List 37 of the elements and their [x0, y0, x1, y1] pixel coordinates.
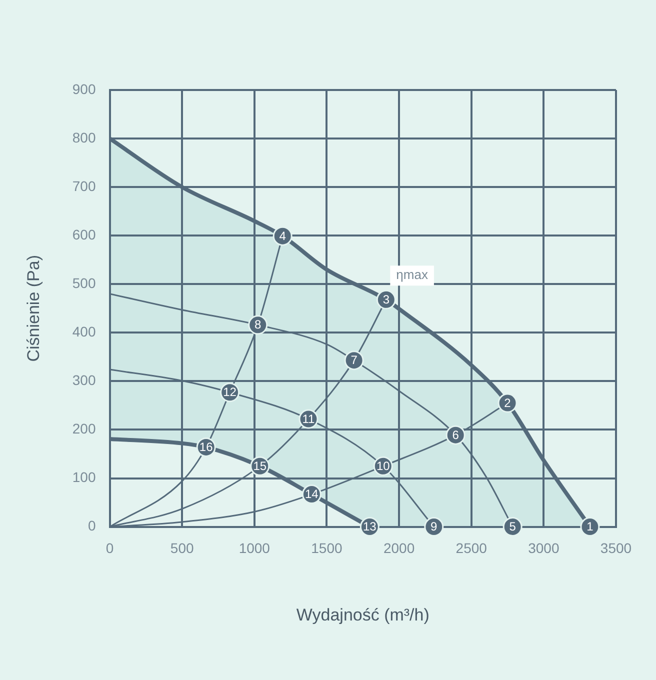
y-tick-label: 600	[72, 226, 96, 242]
x-axis-title: Wydajność (m³/h)	[296, 605, 430, 624]
x-tick-label: 3000	[528, 540, 560, 556]
annotation: 10	[376, 458, 390, 473]
annotation: 15	[253, 458, 267, 473]
y-tick-label: 0	[88, 518, 96, 534]
y-tick-label: 900	[72, 80, 96, 97]
y-tick-label: 200	[72, 420, 96, 437]
x-tick-label: 0	[106, 540, 114, 556]
annotation: 12	[223, 385, 237, 400]
annotation: ηmax	[396, 267, 428, 282]
x-tick-label: 500	[170, 540, 194, 556]
annotation: 11	[302, 412, 316, 426]
annotation: 9	[430, 520, 438, 534]
y-tick-label: 500	[72, 274, 96, 291]
annotation: 5	[509, 520, 516, 534]
x-tick-label: 2000	[383, 540, 415, 556]
annotation: 1	[586, 520, 594, 534]
x-tick-label: 3500	[600, 540, 632, 556]
y-tick-label: 100	[72, 469, 96, 486]
annotation: 4	[279, 228, 286, 243]
annotation: 6	[452, 428, 460, 442]
x-tick-label: 2500	[456, 540, 488, 556]
annotation: 14	[304, 487, 319, 502]
y-axis-title: Ciśnienie (Pa)	[24, 255, 43, 362]
annotation: 16	[199, 440, 214, 454]
y-tick-label: 300	[72, 372, 96, 388]
annotation: 7	[350, 353, 358, 368]
annotation: 8	[254, 318, 262, 332]
annotation: 3	[382, 292, 390, 306]
annotation: 13	[363, 520, 377, 534]
y-tick-label: 700	[72, 178, 96, 194]
x-tick-label: 1000	[238, 540, 270, 556]
annotation: 2	[504, 396, 512, 410]
y-tick-label: 800	[72, 129, 96, 146]
y-tick-label: 400	[72, 324, 96, 340]
x-tick-label: 1500	[311, 540, 342, 556]
